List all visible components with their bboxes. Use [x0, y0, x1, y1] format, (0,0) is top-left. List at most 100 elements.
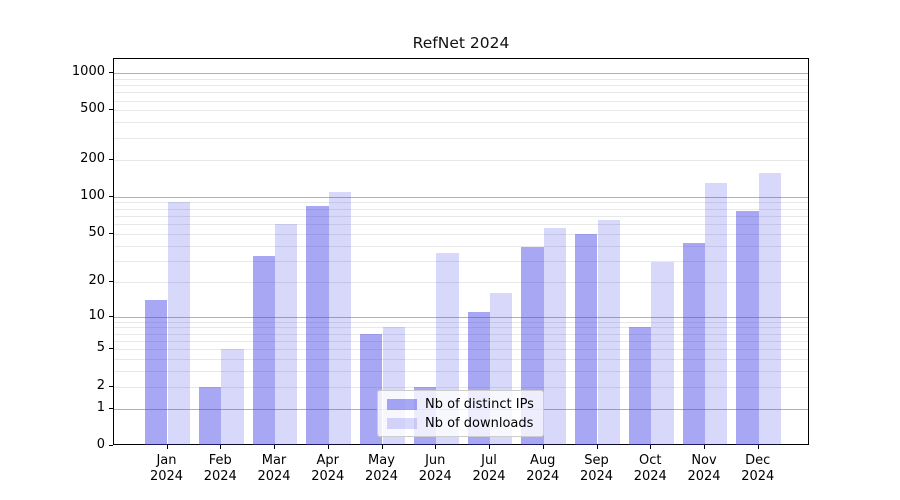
- x-tick-may-2024: [381, 445, 383, 449]
- x-tick-dec-2024: [757, 445, 759, 449]
- legend: Nb of distinct IPs Nb of downloads: [377, 390, 544, 437]
- minor-gridline-3: [114, 371, 808, 373]
- x-tick-feb-2024: [220, 445, 222, 449]
- x-tick-label-jan-2024: Jan 2024: [149, 453, 184, 484]
- major-gridline-10: [114, 316, 808, 318]
- bar-nb-of-downloads-oct-2024: [651, 262, 674, 445]
- bar-nb-of-downloads-sep-2024: [597, 219, 620, 445]
- x-tick-sep-2024: [596, 445, 598, 449]
- minor-gridline-900: [114, 78, 808, 80]
- minor-gridline-90: [114, 202, 808, 204]
- bar-nb-of-distinct-ips-feb-2024: [198, 386, 222, 445]
- legend-label-nb-of-distinct-ips: Nb of distinct IPs: [425, 396, 534, 412]
- minor-gridline-6: [114, 340, 808, 342]
- y-tick-label-100: 100: [80, 187, 105, 203]
- y-tick-500: [109, 109, 113, 111]
- y-tick-5: [109, 348, 113, 350]
- bar-nb-of-distinct-ips-apr-2024: [306, 205, 329, 445]
- minor-gridline-70: [114, 215, 808, 217]
- x-tick-mar-2024: [274, 445, 275, 449]
- y-tick-200: [109, 158, 113, 160]
- x-tick-label-apr-2024: Apr 2024: [311, 453, 345, 484]
- bar-nb-of-distinct-ips-may-2024: [360, 333, 383, 445]
- bar-nb-of-downloads-feb-2024: [221, 349, 244, 445]
- minor-gridline-30: [114, 260, 808, 262]
- y-tick-label-1: 1: [96, 399, 105, 415]
- minor-gridline-800: [114, 85, 808, 87]
- x-tick-label-feb-2024: Feb 2024: [203, 453, 237, 484]
- x-tick-label-jun-2024: Jun 2024: [418, 453, 452, 484]
- bar-nb-of-distinct-ips-oct-2024: [628, 327, 652, 445]
- minor-gridline-20: [114, 281, 808, 283]
- plot-area: [113, 58, 809, 445]
- y-tick-1: [109, 407, 113, 409]
- y-tick-100: [109, 195, 113, 197]
- y-tick-label-500: 500: [80, 101, 105, 117]
- bar-nb-of-distinct-ips-nov-2024: [682, 242, 705, 445]
- y-tick-20: [109, 280, 113, 282]
- x-tick-label-may-2024: May 2024: [364, 453, 399, 484]
- legend-item-nb-of-distinct-ips: Nb of distinct IPs: [387, 397, 543, 412]
- minor-gridline-40: [114, 245, 808, 247]
- legend-item-nb-of-downloads: Nb of downloads: [387, 416, 543, 431]
- x-tick-aug-2024: [542, 445, 544, 449]
- legend-swatch-nb-of-distinct-ips: [387, 398, 417, 410]
- y-tick-label-1000: 1000: [71, 64, 105, 79]
- x-tick-apr-2024: [327, 445, 329, 449]
- bar-nb-of-downloads-mar-2024: [275, 224, 298, 445]
- x-tick-label-dec-2024: Dec 2024: [741, 453, 775, 484]
- bar-nb-of-distinct-ips-mar-2024: [252, 255, 275, 445]
- minor-gridline-200: [114, 159, 808, 161]
- minor-gridline-50: [114, 233, 808, 235]
- minor-gridline-60: [114, 224, 808, 226]
- minor-gridline-7: [114, 333, 808, 335]
- minor-gridline-500: [114, 110, 808, 112]
- y-tick-label-10: 10: [88, 307, 105, 323]
- major-gridline-100: [114, 196, 808, 198]
- x-tick-oct-2024: [650, 445, 652, 449]
- x-tick-nov-2024: [704, 445, 705, 449]
- x-tick-label-mar-2024: Mar 2024: [257, 453, 291, 484]
- minor-gridline-300: [114, 137, 808, 139]
- minor-gridline-80: [114, 208, 808, 210]
- major-gridline-1000: [114, 73, 808, 74]
- legend-label-nb-of-downloads: Nb of downloads: [425, 415, 534, 431]
- y-tick-label-2: 2: [96, 377, 105, 393]
- y-tick-0: [109, 445, 113, 446]
- minor-gridline-700: [114, 92, 808, 94]
- y-tick-50: [109, 232, 113, 234]
- legend-swatch-nb-of-downloads: [387, 417, 417, 429]
- x-tick-label-nov-2024: Nov 2024: [687, 453, 721, 484]
- bar-nb-of-distinct-ips-sep-2024: [575, 233, 598, 445]
- x-tick-jan-2024: [166, 445, 168, 449]
- y-tick-2: [109, 385, 113, 387]
- y-tick-label-0: 0: [96, 437, 105, 452]
- chart-title: RefNet 2024: [412, 34, 510, 52]
- bar-nb-of-downloads-jan-2024: [167, 202, 190, 445]
- x-tick-jul-2024: [489, 445, 490, 449]
- minor-gridline-5: [114, 349, 808, 351]
- y-tick-10: [109, 315, 113, 317]
- minor-gridline-600: [114, 100, 808, 102]
- minor-gridline-9: [114, 321, 808, 323]
- bar-nb-of-distinct-ips-dec-2024: [736, 210, 759, 445]
- minor-gridline-2: [114, 386, 808, 388]
- bar-nb-of-distinct-ips-jan-2024: [145, 299, 168, 445]
- x-tick-label-aug-2024: Aug 2024: [526, 453, 560, 484]
- minor-gridline-400: [114, 122, 808, 124]
- bar-nb-of-downloads-dec-2024: [758, 173, 782, 445]
- y-tick-label-5: 5: [96, 340, 105, 356]
- bar-nb-of-downloads-apr-2024: [328, 191, 352, 445]
- x-tick-label-oct-2024: Oct 2024: [633, 453, 667, 484]
- y-tick-label-50: 50: [88, 224, 105, 240]
- minor-gridline-4: [114, 359, 808, 361]
- x-tick-label-sep-2024: Sep 2024: [579, 453, 614, 484]
- x-tick-label-jul-2024: Jul 2024: [472, 453, 506, 484]
- minor-gridline-8: [114, 327, 808, 329]
- bar-nb-of-downloads-aug-2024: [543, 227, 567, 445]
- y-tick-label-200: 200: [80, 150, 105, 166]
- y-tick-1000: [109, 72, 113, 73]
- x-tick-jun-2024: [435, 445, 437, 449]
- bar-nb-of-downloads-nov-2024: [705, 182, 728, 445]
